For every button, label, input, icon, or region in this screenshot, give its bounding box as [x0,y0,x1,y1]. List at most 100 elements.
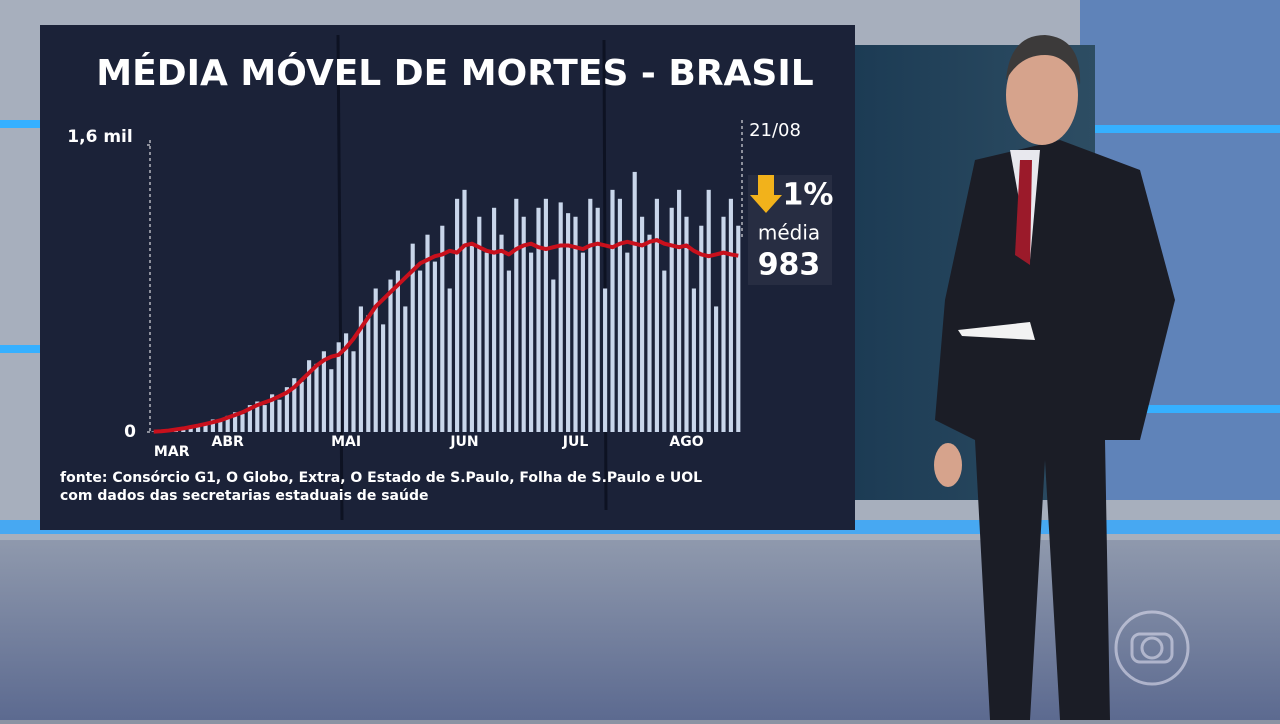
down-arrow [750,175,782,213]
bar [588,198,593,432]
panel-seam [602,39,608,511]
bar [514,198,519,432]
x-tick-label: ABR [212,434,245,450]
bar [610,189,615,432]
y-tick-label: 1,6 mil [67,127,132,147]
bar [196,424,201,432]
x-tick-label: JUL [562,434,589,450]
bar [543,198,548,432]
bar [603,288,608,432]
bar [307,360,312,432]
bar [270,394,275,432]
bar [247,405,252,432]
bar [403,306,408,432]
change-label: 1% [783,178,834,213]
channel-logo [1140,636,1164,660]
bar [640,216,645,432]
bar [432,261,437,432]
bar [210,419,215,432]
bar [321,351,326,432]
bar [558,202,563,432]
bar [736,225,741,432]
bar [299,381,304,432]
bar [203,423,208,432]
bar [351,351,356,432]
bar [714,306,719,432]
bar [314,363,319,432]
bar [329,369,334,432]
bar [529,252,534,432]
bar [447,288,452,432]
bar [358,306,363,432]
chart-panel [40,25,855,530]
bar [388,279,393,432]
bar [499,234,504,432]
bar [410,243,415,432]
bar [255,401,260,432]
bar [580,252,585,432]
bar [277,399,282,432]
bar [440,225,445,432]
bar [647,234,652,432]
bar [366,315,371,432]
bar [425,234,430,432]
bar [336,342,341,432]
bar [573,216,578,432]
source-line: fonte: Consórcio G1, O Globo, Extra, O E… [60,470,702,486]
light-strip [0,345,45,353]
bar [469,243,474,432]
light-strip [0,120,45,128]
presenter [934,35,1175,720]
average-line [153,238,739,434]
x-tick-label: MAI [331,434,361,450]
bar [462,189,467,432]
bar [625,252,630,432]
bar [395,270,400,432]
bar [706,189,711,432]
bar [721,216,726,432]
bar [617,198,622,432]
bar [151,431,156,432]
bar [536,207,541,432]
y-tick-label: 0 [124,422,136,442]
bar [484,252,489,432]
channel-logo [1130,632,1174,664]
bar [699,225,704,432]
bar [684,216,689,432]
bar [669,207,674,432]
bar [344,333,349,432]
panel-seam [336,34,344,521]
bar [551,279,556,432]
bar [233,412,238,432]
bar [521,216,526,432]
date-label: 21/08 [749,120,801,141]
bar [566,213,571,432]
bar [188,426,193,432]
bar [292,378,297,432]
bar [691,288,696,432]
x-tick-label: JUN [449,434,478,450]
bar [654,198,659,432]
bar [225,415,230,432]
bar [218,419,223,432]
bar [373,288,378,432]
x-tick-label: AGO [669,434,703,450]
bar [284,387,289,432]
bar [506,270,511,432]
bar [477,216,482,432]
average-value: 983 [758,248,821,283]
bar [262,405,267,432]
light-strip [1130,405,1280,413]
bar [677,189,682,432]
bar [662,270,667,432]
bar [240,414,245,432]
bar [632,171,637,432]
bar [728,198,733,432]
channel-logo [1114,610,1190,686]
bar [418,270,423,432]
chart-title: MÉDIA MÓVEL DE MORTES - BRASIL [96,52,813,94]
bar [381,324,386,432]
x-tick-label: MAR [154,444,190,460]
bar [595,207,600,432]
